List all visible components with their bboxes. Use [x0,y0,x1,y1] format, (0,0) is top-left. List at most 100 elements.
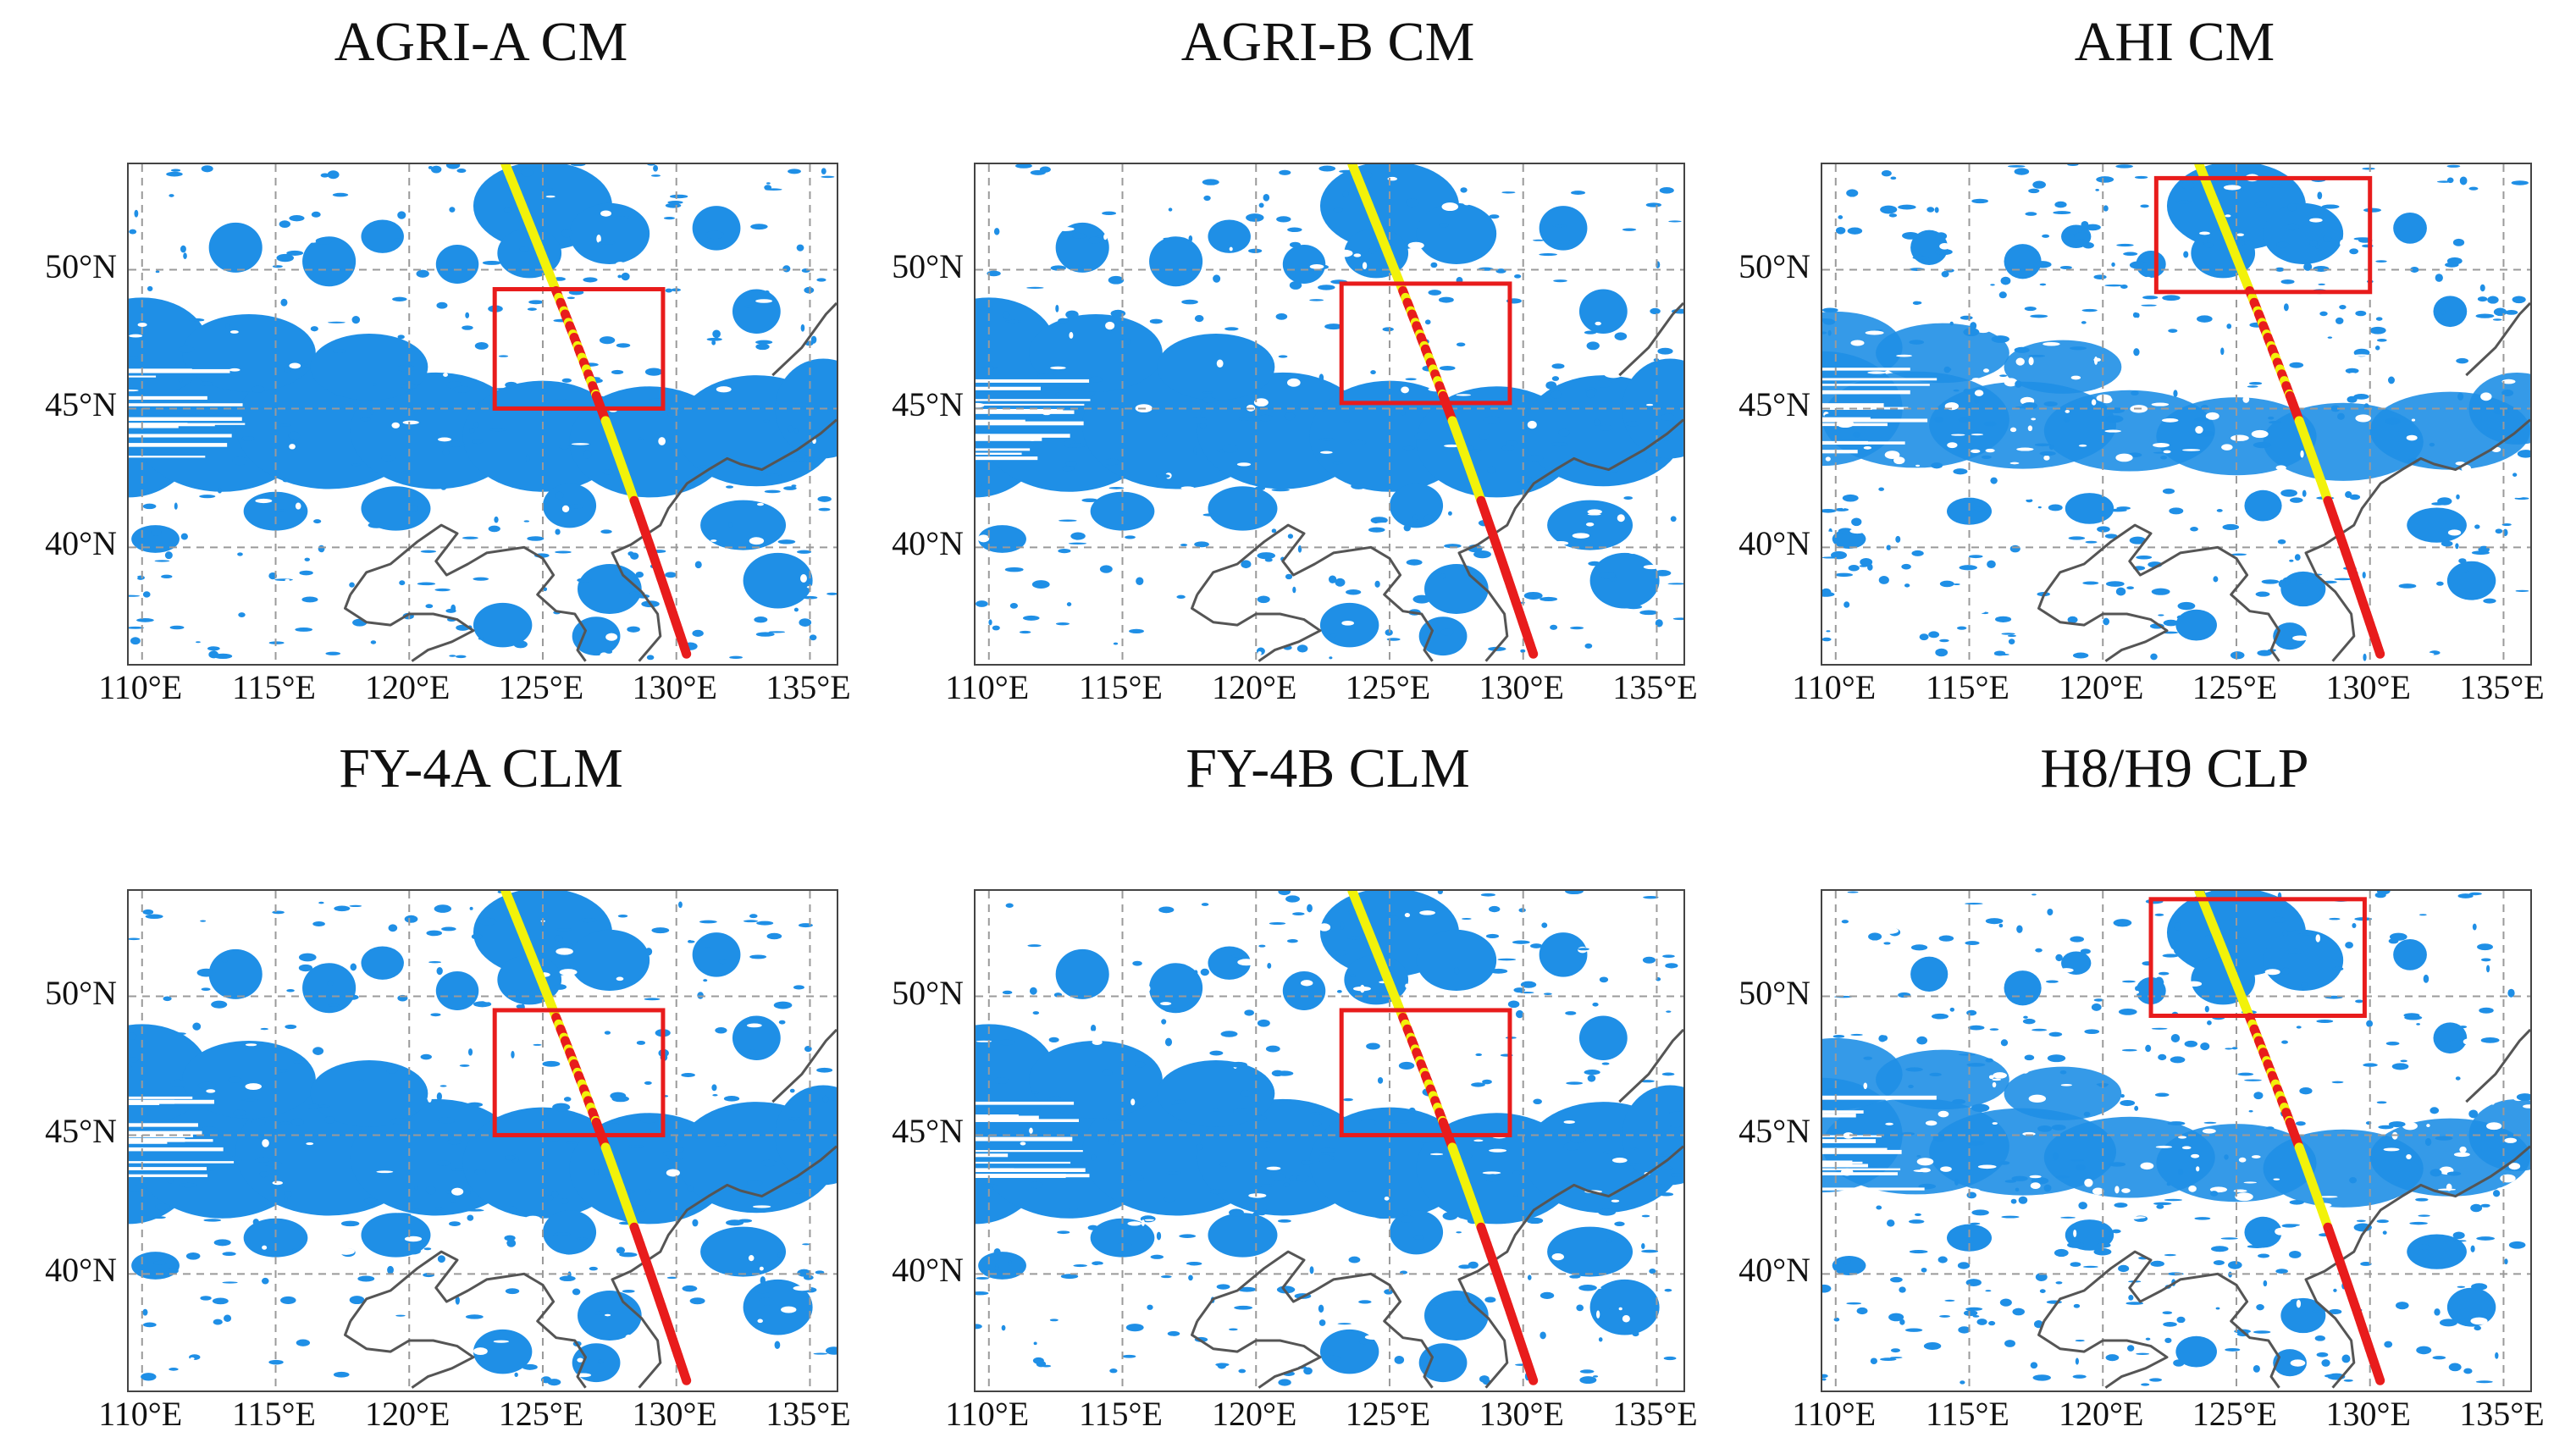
panel-title: AHI CM [2074,11,2275,73]
highlight-box [2153,175,2373,295]
highlight-box [1339,1008,1512,1137]
lat-tick-label: 40°N [892,524,964,563]
panel-title: FY-4A CLM [339,738,623,799]
map-canvas [129,891,837,1390]
satellite-track [2194,164,2385,659]
lat-tick-label: 45°N [892,385,964,424]
lon-tick-label: 110°E [945,1395,1030,1433]
lat-tick-label: 45°N [1739,385,1810,424]
lon-tick-label: 130°E [2325,1395,2411,1433]
map-panel [974,163,1685,666]
lon-tick-label: 125°E [2192,1395,2278,1433]
panel-title: H8/H9 CLP [2040,738,2309,799]
lon-tick-label: 135°E [1612,668,1698,706]
lon-tick-label: 115°E [1079,668,1163,706]
map-panel [1821,163,2532,666]
lon-tick-label: 115°E [1926,1395,2009,1433]
satellite-track [500,164,692,659]
graticule [129,891,837,1390]
lon-tick-label: 120°E [1212,668,1297,706]
panel-title: AGRI-A CM [334,11,628,73]
lon-tick-label: 125°E [498,668,584,706]
lon-tick-label: 115°E [232,1395,316,1433]
map-panel [127,163,838,666]
lon-tick-label: 135°E [2459,668,2545,706]
cloud-mask-layer [976,164,1683,661]
lon-tick-label: 120°E [365,668,451,706]
panel-title: FY-4B CLM [1186,738,1470,799]
lon-tick-label: 110°E [98,668,183,706]
panel-title: AGRI-B CM [1180,11,1475,73]
highlight-box [492,1008,666,1137]
lon-tick-label: 135°E [1612,1395,1698,1433]
lon-tick-label: 135°E [2459,1395,2545,1433]
lon-tick-label: 115°E [1926,668,2009,706]
coastline [1191,301,1683,662]
highlight-box [2148,897,2367,1019]
coastline [344,1028,837,1389]
map-canvas [976,164,1683,664]
coastline [2037,301,2530,662]
lon-tick-label: 135°E [766,1395,851,1433]
lon-tick-label: 110°E [98,1395,183,1433]
lat-tick-label: 50°N [45,973,117,1012]
map-canvas [129,164,837,664]
cloud-mask-layer [129,164,837,661]
lon-tick-label: 125°E [1345,668,1431,706]
lon-tick-label: 130°E [632,1395,717,1433]
lat-tick-label: 50°N [1739,973,1810,1012]
lon-tick-label: 120°E [365,1395,451,1433]
lon-tick-label: 120°E [2059,668,2144,706]
cloud-mask-layer [1822,164,2530,661]
lat-tick-label: 50°N [45,246,117,285]
lon-tick-label: 120°E [2059,1395,2144,1433]
satellite-track [2194,891,2385,1385]
map-panel [127,889,838,1392]
cloud-mask-layer [129,891,837,1386]
lat-tick-label: 45°N [45,1112,117,1151]
lon-tick-label: 110°E [945,668,1030,706]
lat-tick-label: 50°N [1739,246,1810,285]
lon-tick-label: 120°E [1212,1395,1297,1433]
lat-tick-label: 50°N [892,973,964,1012]
lat-tick-label: 40°N [892,1251,964,1290]
highlight-box [492,287,666,411]
lon-tick-label: 115°E [232,668,316,706]
coastline [1191,1028,1683,1389]
lat-tick-label: 40°N [45,1251,117,1290]
lon-tick-label: 135°E [766,668,851,706]
lat-tick-label: 40°N [1739,1251,1810,1290]
lon-tick-label: 130°E [1479,668,1564,706]
graticule [976,164,1683,664]
map-canvas [1822,891,2530,1390]
graticule [1822,891,2530,1390]
lon-tick-label: 115°E [1079,1395,1163,1433]
lon-tick-label: 130°E [1479,1395,1564,1433]
map-panel [974,889,1685,1392]
lat-tick-label: 40°N [1739,524,1810,563]
lon-tick-label: 125°E [498,1395,584,1433]
lon-tick-label: 125°E [1345,1395,1431,1433]
satellite-track [500,891,692,1385]
map-canvas [1822,164,2530,664]
graticule [976,891,1683,1390]
highlight-box [1339,281,1512,406]
lat-tick-label: 45°N [892,1112,964,1151]
cloud-mask-layer [976,891,1683,1386]
coastline [344,301,837,662]
coastline [2037,1028,2530,1389]
lon-tick-label: 110°E [1792,668,1877,706]
map-panel [1821,889,2532,1392]
cloud-mask-layer [1822,891,2530,1388]
map-canvas [976,891,1683,1390]
lon-tick-label: 130°E [2325,668,2411,706]
lon-tick-label: 130°E [632,668,717,706]
lat-tick-label: 45°N [1739,1112,1810,1151]
lat-tick-label: 45°N [45,385,117,424]
graticule [129,164,837,664]
lat-tick-label: 50°N [892,246,964,285]
satellite-track [1347,891,1539,1385]
lon-tick-label: 110°E [1792,1395,1877,1433]
lon-tick-label: 125°E [2192,668,2278,706]
lat-tick-label: 40°N [45,524,117,563]
